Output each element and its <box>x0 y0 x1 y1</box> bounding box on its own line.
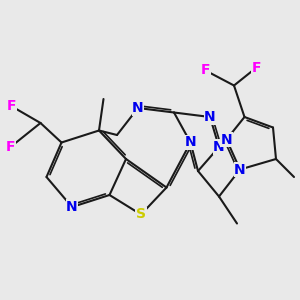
Text: F: F <box>201 64 210 77</box>
Text: N: N <box>213 140 225 154</box>
Text: F: F <box>252 61 261 74</box>
Text: N: N <box>234 163 246 176</box>
Text: S: S <box>136 208 146 221</box>
Text: N: N <box>132 101 144 115</box>
Text: F: F <box>6 140 15 154</box>
Text: N: N <box>204 110 216 124</box>
Text: N: N <box>221 133 232 146</box>
Text: N: N <box>185 136 196 149</box>
Text: F: F <box>7 100 17 113</box>
Text: N: N <box>66 200 78 214</box>
